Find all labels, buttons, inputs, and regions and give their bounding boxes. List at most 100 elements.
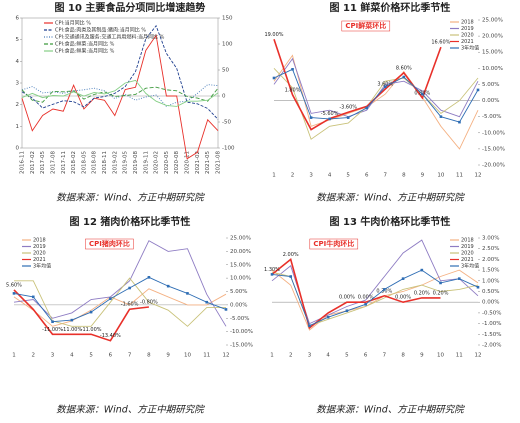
x-tick-label: 7 <box>384 173 388 179</box>
y2-tick-label: 50 <box>222 68 229 74</box>
point-marker <box>458 120 461 124</box>
y-tick-label: 0.00% <box>482 98 499 104</box>
x-tick-label: 9 <box>420 353 424 359</box>
source-note: 数据来源：Wind、方正中期研究院 <box>56 192 205 204</box>
point-marker <box>70 318 74 322</box>
point-marker <box>147 276 151 279</box>
x-tick-label: 7 <box>383 353 387 359</box>
data-label: 5.60% <box>6 282 22 288</box>
point-marker <box>309 116 313 119</box>
point-marker <box>109 297 112 301</box>
point-marker <box>224 308 228 311</box>
y-tick-label: 15.00% <box>230 262 251 268</box>
y-tick-label: 1.00% <box>482 278 499 284</box>
legend-label: 2019 <box>461 26 474 32</box>
x-tick-label: 2020-11 <box>185 151 191 174</box>
legend-label: 2019 <box>33 244 46 250</box>
x-tick-label: 2017-05 <box>40 151 46 174</box>
chart-title: 图 13 牛肉价格环比季节性 <box>330 215 451 228</box>
inner-title: CPI鲜菜环比 <box>345 21 386 30</box>
y-tick-label: -20.00% <box>482 163 505 169</box>
y-tick-label: 0.50% <box>482 289 499 295</box>
x-tick-label: 3 <box>309 173 313 179</box>
series-line <box>273 67 479 140</box>
x-tick-label: 2018-05 <box>81 151 87 174</box>
point-marker <box>205 300 209 304</box>
y-tick-label: 3.00% <box>482 236 499 242</box>
point-marker <box>270 273 274 276</box>
data-label: -13.40% <box>100 333 121 339</box>
point-marker <box>365 106 369 110</box>
source-note: 数据来源：Wind、方正中期研究院 <box>316 192 465 204</box>
x-tick-label: 1 <box>272 173 276 179</box>
legend-label: 2018 <box>33 238 46 244</box>
x-tick-label: 2 <box>289 353 293 359</box>
legend-label: CPI:食品:肉类及其制品:猪肉:当月同比 % <box>55 27 146 34</box>
point-marker <box>476 88 480 92</box>
point-marker <box>289 275 293 278</box>
data-label: 0.20% <box>414 290 430 296</box>
series-line <box>21 24 219 120</box>
series-line <box>13 276 227 323</box>
x-tick-label: 9 <box>166 353 170 359</box>
point-marker <box>272 76 276 80</box>
inner-title-box <box>341 20 391 32</box>
point-marker <box>402 75 406 79</box>
y2-tick-label: 150 <box>222 16 233 22</box>
point-marker <box>31 295 35 299</box>
x-tick-label: 4 <box>328 173 332 179</box>
x-tick-label: 2019-02 <box>112 151 118 174</box>
point-marker <box>439 115 443 118</box>
x-tick-label: 2017-11 <box>61 151 67 174</box>
legend-label: 2020 <box>461 33 474 39</box>
point-marker <box>345 309 349 313</box>
data-label: 0.30% <box>376 288 392 294</box>
x-tick-label: 2020-05 <box>164 151 170 174</box>
x-tick-label: 2019-08 <box>133 151 139 174</box>
x-tick-label: 10 <box>184 353 191 359</box>
y-tick-label: 25.00% <box>482 18 503 24</box>
x-tick-label: 1 <box>12 353 16 359</box>
x-tick-label: 2017-08 <box>50 151 56 174</box>
y-tick-label: 25.00% <box>230 236 251 242</box>
legend-label: 2018 <box>461 238 474 244</box>
y-tick-label: 3 <box>16 81 20 87</box>
x-tick-label: 2019-11 <box>143 151 149 174</box>
point-marker <box>439 281 442 285</box>
series-line <box>273 57 479 118</box>
legend-label: 3年均值 <box>461 45 479 52</box>
data-label: 1.80% <box>285 87 301 93</box>
series-line <box>271 258 441 330</box>
x-tick-label: 2016-11 <box>20 151 26 174</box>
y-tick-label: 4 <box>16 59 20 65</box>
data-label: 8.60% <box>396 65 412 71</box>
inner-title: CPI猪肉环比 <box>89 239 130 248</box>
x-tick-label: 2021-05 <box>205 151 211 174</box>
point-marker <box>364 303 367 306</box>
data-label: 1.30% <box>264 267 280 273</box>
x-tick-label: 12 <box>475 173 482 179</box>
data-label: -0.80% <box>140 300 158 306</box>
x-tick-label: 5 <box>346 173 350 179</box>
point-marker <box>401 277 405 280</box>
y2-tick-label: -100 <box>222 146 235 152</box>
x-tick-label: 2019-05 <box>123 151 129 174</box>
y-tick-label: 0.00% <box>230 302 247 308</box>
legend-label: CPI:当月同比 % <box>55 20 91 27</box>
x-tick-label: 10 <box>437 173 444 179</box>
x-tick-label: 11 <box>203 353 210 359</box>
data-label: 16.60% <box>431 40 450 46</box>
legend-label: CPI:食品:鲜菜:当月同比 % <box>55 41 115 48</box>
source-note: 数据来源：Wind、方正中期研究院 <box>316 404 465 416</box>
legend-label: 3年均值 <box>461 263 479 270</box>
x-tick-label: 3 <box>51 353 55 359</box>
y2-tick-label: 100 <box>222 42 233 48</box>
inner-title: CPI牛肉环比 <box>313 239 354 248</box>
x-tick-label: 6 <box>364 353 368 359</box>
data-label: 0.00% <box>358 295 374 301</box>
y-tick-label: 5.00% <box>230 289 247 295</box>
x-tick-label: 12 <box>223 353 230 359</box>
legend-label: 2020 <box>461 251 474 257</box>
data-label: 19.00% <box>264 32 283 38</box>
y-tick-label: 15.00% <box>482 50 503 56</box>
